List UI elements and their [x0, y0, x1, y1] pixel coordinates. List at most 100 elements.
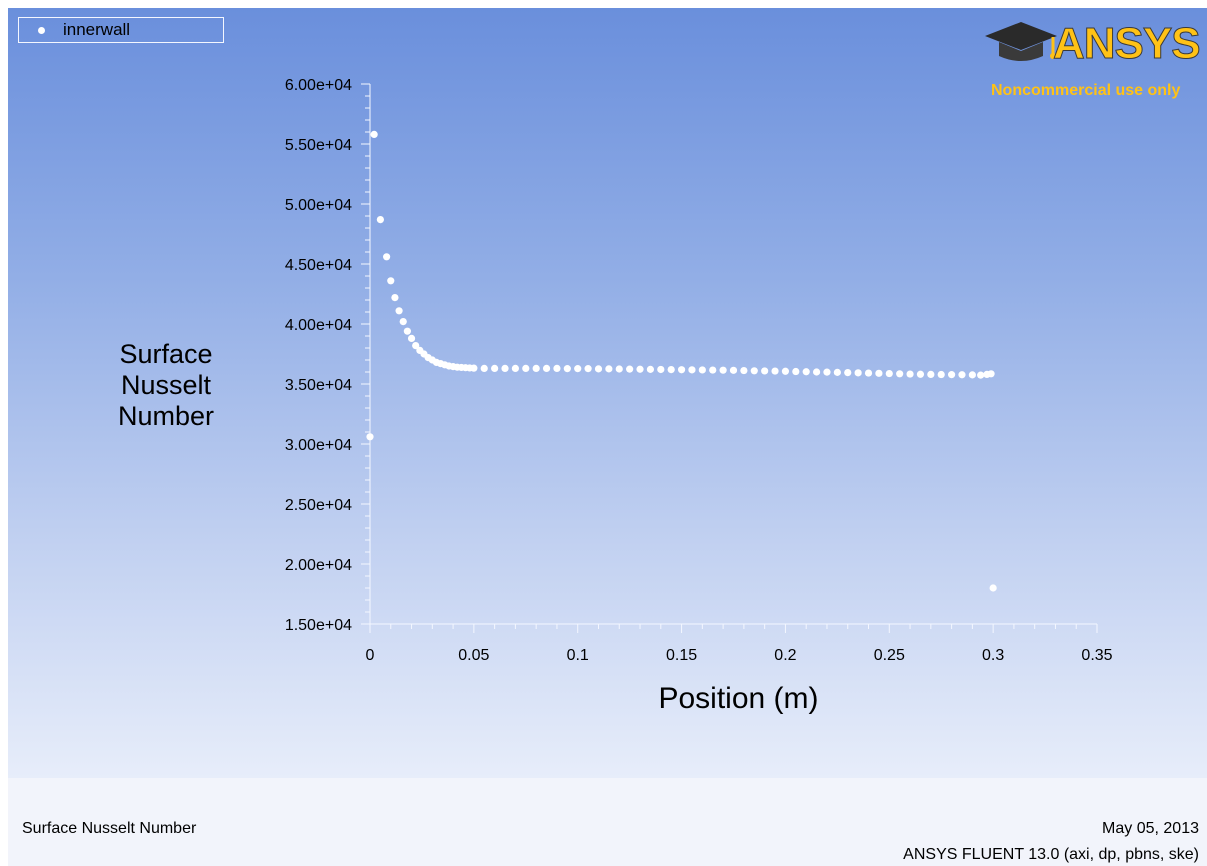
data-points [366, 130, 997, 592]
data-point [719, 366, 727, 374]
footer-plot-name: Surface Nusselt Number [22, 820, 197, 837]
data-point [750, 367, 758, 375]
data-point [916, 370, 925, 378]
x-tick-label: 0.1 [567, 647, 589, 664]
x-tick-label: 0 [366, 647, 375, 664]
data-point [885, 369, 893, 378]
x-tick-label: 0.3 [982, 647, 1004, 664]
data-point [896, 370, 904, 378]
logo-noncommercial-text: Noncommercial use only [991, 82, 1181, 99]
data-point [792, 367, 800, 376]
data-point [906, 370, 914, 378]
legend-label-innerwall: innerwall [63, 20, 131, 39]
data-point [480, 364, 488, 372]
data-point [802, 368, 810, 376]
data-point [522, 364, 530, 372]
data-point [875, 369, 883, 377]
x-tick-label: 0.35 [1081, 647, 1112, 664]
data-point [563, 365, 571, 373]
data-point [688, 366, 696, 374]
y-tick-label: 6.00e+04 [285, 77, 352, 94]
data-point [370, 130, 378, 138]
data-point [812, 368, 821, 376]
axes [369, 84, 1097, 625]
data-point [395, 307, 403, 315]
data-point [553, 364, 561, 372]
y-tick-label: 1.50e+04 [285, 617, 352, 634]
data-point [823, 368, 831, 376]
data-point [584, 365, 592, 373]
x-axis-title: Position (m) [658, 682, 818, 715]
y-axis-title: Surface Nusselt Number [118, 339, 214, 431]
y-tick-label: 2.50e+04 [285, 497, 352, 514]
x-tick-label: 0.2 [774, 647, 796, 664]
data-point [636, 365, 644, 373]
footer-solver-info: ANSYS FLUENT 13.0 (axi, dp, pbns, ske) [903, 846, 1199, 863]
data-point [709, 366, 717, 374]
data-point [781, 367, 790, 375]
data-point [833, 368, 841, 376]
y-tick-label: 5.50e+04 [285, 137, 352, 154]
data-point [771, 367, 779, 375]
x-tick-label: 0.15 [666, 647, 697, 664]
footer-date: May 05, 2013 [1102, 820, 1199, 837]
data-point [761, 367, 769, 375]
data-point [574, 365, 582, 373]
data-point [977, 371, 985, 379]
chart: 1.50e+04 2.00e+04 2.50e+04 3.00e+04 3.50e+04… [118, 77, 1113, 715]
data-point [366, 433, 374, 441]
y-axis-title-line: Nusselt [121, 370, 212, 400]
data-point [844, 369, 852, 377]
data-point [407, 334, 416, 342]
graduation-cap-icon [985, 22, 1057, 61]
data-point [501, 364, 509, 372]
data-point [532, 364, 540, 372]
data-point [677, 366, 686, 374]
data-point [594, 365, 603, 373]
data-point [391, 294, 399, 302]
data-point [491, 364, 499, 372]
y-tick-label: 4.50e+04 [285, 257, 352, 274]
data-point [948, 371, 956, 379]
data-point [470, 364, 478, 372]
plot-window: innerwall ANSYS Noncommercial use only 1… [8, 8, 1207, 778]
y-axis-title-line: Number [118, 401, 214, 431]
data-point [937, 370, 945, 379]
y-tick-label: 5.00e+04 [285, 197, 352, 214]
y-tick-label: 4.00e+04 [285, 317, 352, 334]
data-point [667, 366, 675, 374]
ansys-logo: ANSYS Noncommercial use only [983, 20, 1205, 104]
legend[interactable]: innerwall [18, 17, 224, 43]
data-point [927, 370, 935, 378]
data-point [740, 366, 748, 375]
data-point [399, 318, 407, 326]
y-tick-label: 3.50e+04 [285, 377, 352, 394]
data-point [511, 364, 519, 372]
data-point [626, 365, 634, 373]
data-point [605, 365, 613, 373]
data-point [412, 342, 420, 350]
data-point [403, 327, 411, 335]
y-tick-label: 3.00e+04 [285, 437, 352, 454]
logo-wordmark: ANSYS [1053, 19, 1202, 68]
data-point [646, 365, 655, 373]
data-point [615, 365, 623, 373]
data-point [729, 366, 738, 374]
data-point [542, 364, 551, 372]
data-point [854, 369, 862, 377]
x-tick-label: 0.25 [874, 647, 905, 664]
data-point [989, 584, 997, 592]
data-point [968, 371, 976, 379]
data-point [657, 365, 665, 374]
tick-labels: 1.50e+04 2.00e+04 2.50e+04 3.00e+04 3.50e+04… [285, 77, 1113, 664]
data-point [987, 370, 995, 378]
tick-marks [361, 83, 1098, 633]
data-point [383, 253, 391, 261]
data-point [387, 277, 395, 285]
y-axis-title-line: Surface [119, 339, 212, 369]
x-tick-label: 0.05 [458, 647, 489, 664]
data-point [698, 366, 706, 374]
legend-marker-innerwall [38, 27, 45, 34]
data-point [376, 216, 384, 224]
data-point [958, 371, 966, 379]
